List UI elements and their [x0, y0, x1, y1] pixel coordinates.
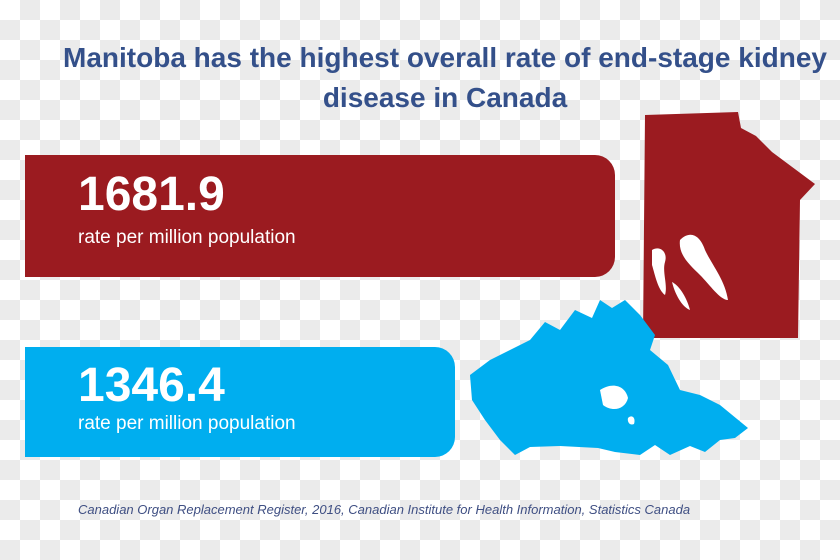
manitoba-rate-bar: 1681.9 rate per million population [25, 155, 615, 277]
source-citation: Canadian Organ Replacement Register, 201… [78, 502, 691, 517]
page-title: Manitoba has the highest overall rate of… [63, 42, 827, 113]
canada-rate-label: rate per million population [78, 413, 296, 434]
manitoba-map-icon [643, 112, 815, 338]
canada-rate-bar: 1346.4 rate per million population [25, 347, 455, 457]
canada-rate-value: 1346.4 [78, 359, 225, 412]
manitoba-rate-label: rate per million population [78, 227, 296, 248]
canada-map-icon [470, 300, 748, 455]
manitoba-rate-value: 1681.9 [78, 168, 225, 221]
